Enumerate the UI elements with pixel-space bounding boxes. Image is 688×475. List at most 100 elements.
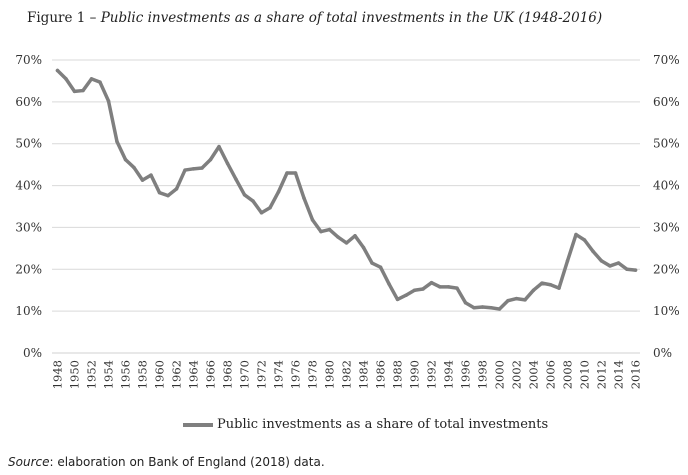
data-point	[251, 199, 255, 203]
data-point	[429, 280, 434, 285]
data-point	[633, 268, 638, 272]
data-point	[98, 80, 102, 84]
data-point	[89, 77, 94, 81]
data-point	[489, 306, 493, 310]
data-point	[217, 144, 221, 149]
y-tick-label-right: 20%	[653, 262, 680, 276]
x-tick-label: 1972	[255, 360, 269, 389]
y-tick-label: 0%	[23, 346, 42, 360]
data-point	[200, 166, 204, 170]
data-point	[174, 187, 179, 191]
data-point	[157, 190, 162, 195]
data-point	[480, 305, 485, 309]
x-tick-label: 1964	[187, 360, 201, 389]
x-tick-label: 1954	[102, 360, 116, 389]
data-point	[310, 218, 315, 222]
y-tick-label-right: 40%	[653, 179, 680, 193]
x-tick-label: 1978	[306, 360, 320, 389]
x-tick-label: 1982	[340, 360, 354, 389]
data-point	[446, 285, 451, 289]
y-tick-label: 20%	[15, 262, 42, 276]
x-tick-label: 1952	[85, 360, 99, 389]
x-tick-label: 1998	[476, 360, 490, 389]
x-tick-label: 1970	[238, 360, 252, 389]
data-point	[531, 288, 536, 292]
data-point	[353, 234, 357, 238]
series-line	[55, 68, 638, 311]
data-point	[72, 89, 77, 94]
x-tick-label: 2014	[612, 360, 626, 389]
x-tick-label: 1976	[289, 360, 303, 389]
y-tick-label-right: 60%	[653, 95, 680, 109]
x-tick-label: 2002	[510, 360, 524, 389]
data-point	[132, 165, 136, 170]
data-point	[616, 261, 621, 265]
data-point	[166, 193, 170, 198]
data-point	[404, 293, 408, 297]
data-point	[497, 307, 502, 311]
y-tick-label-right: 70%	[653, 53, 680, 67]
data-point	[438, 285, 442, 289]
data-point	[582, 238, 587, 242]
data-point	[370, 261, 374, 265]
data-point	[81, 88, 85, 93]
data-point	[64, 77, 68, 81]
data-point	[361, 245, 366, 250]
data-point	[548, 283, 553, 287]
x-tick-label: 1956	[119, 360, 133, 389]
x-tick-label: 2008	[561, 360, 575, 389]
x-tick-label: 1988	[391, 360, 405, 389]
data-point	[591, 249, 595, 254]
data-point	[574, 232, 578, 237]
data-point	[599, 259, 604, 263]
data-point	[140, 178, 145, 182]
y-tick-label: 30%	[15, 220, 42, 234]
y-tick-label: 10%	[15, 304, 42, 318]
data-point	[514, 296, 519, 301]
y-tick-label-right: 30%	[653, 220, 680, 234]
data-point	[455, 286, 459, 290]
y-tick-label: 40%	[15, 179, 42, 193]
y-tick-label: 50%	[15, 137, 42, 151]
source-label: Source	[8, 455, 50, 469]
x-tick-label: 1980	[323, 360, 337, 389]
data-point	[336, 235, 340, 239]
data-point	[506, 298, 510, 303]
x-tick-label: 1986	[374, 360, 388, 389]
legend-line-swatch	[183, 422, 213, 427]
data-point	[268, 206, 272, 210]
data-point	[557, 286, 561, 290]
x-tick-label: 1992	[425, 360, 439, 389]
data-point	[463, 301, 468, 305]
data-point	[395, 297, 400, 302]
source-text: : elaboration on Bank of England (2018) …	[49, 455, 325, 469]
x-tick-label: 2006	[544, 360, 558, 389]
y-tick-label-right: 0%	[653, 346, 672, 360]
data-point	[106, 99, 111, 103]
y-tick-label-right: 10%	[653, 304, 680, 318]
x-tick-label: 1948	[51, 360, 65, 389]
x-tick-label: 1960	[153, 360, 167, 389]
x-tick-label: 1990	[408, 360, 422, 389]
data-point	[625, 267, 629, 272]
chart-title: Figure 1 – Public investments as a share…	[27, 10, 602, 26]
data-point	[183, 168, 187, 172]
data-point	[225, 161, 230, 166]
x-tick-label: 1974	[272, 360, 286, 389]
x-tick-label: 1950	[68, 360, 82, 389]
data-point	[302, 196, 306, 200]
y-tick-label: 60%	[15, 95, 42, 109]
data-point	[327, 227, 332, 232]
x-tick-label: 1962	[170, 360, 184, 389]
x-tick-label: 2016	[629, 360, 643, 389]
source-note: Source: elaboration on Bank of England (…	[8, 455, 325, 469]
data-point	[421, 287, 425, 291]
data-point	[234, 177, 238, 182]
x-tick-label: 2000	[493, 360, 507, 389]
data-point	[123, 157, 128, 162]
data-point	[149, 173, 153, 177]
data-point	[276, 190, 281, 194]
x-tick-label: 2004	[527, 360, 541, 389]
data-point	[285, 171, 289, 175]
